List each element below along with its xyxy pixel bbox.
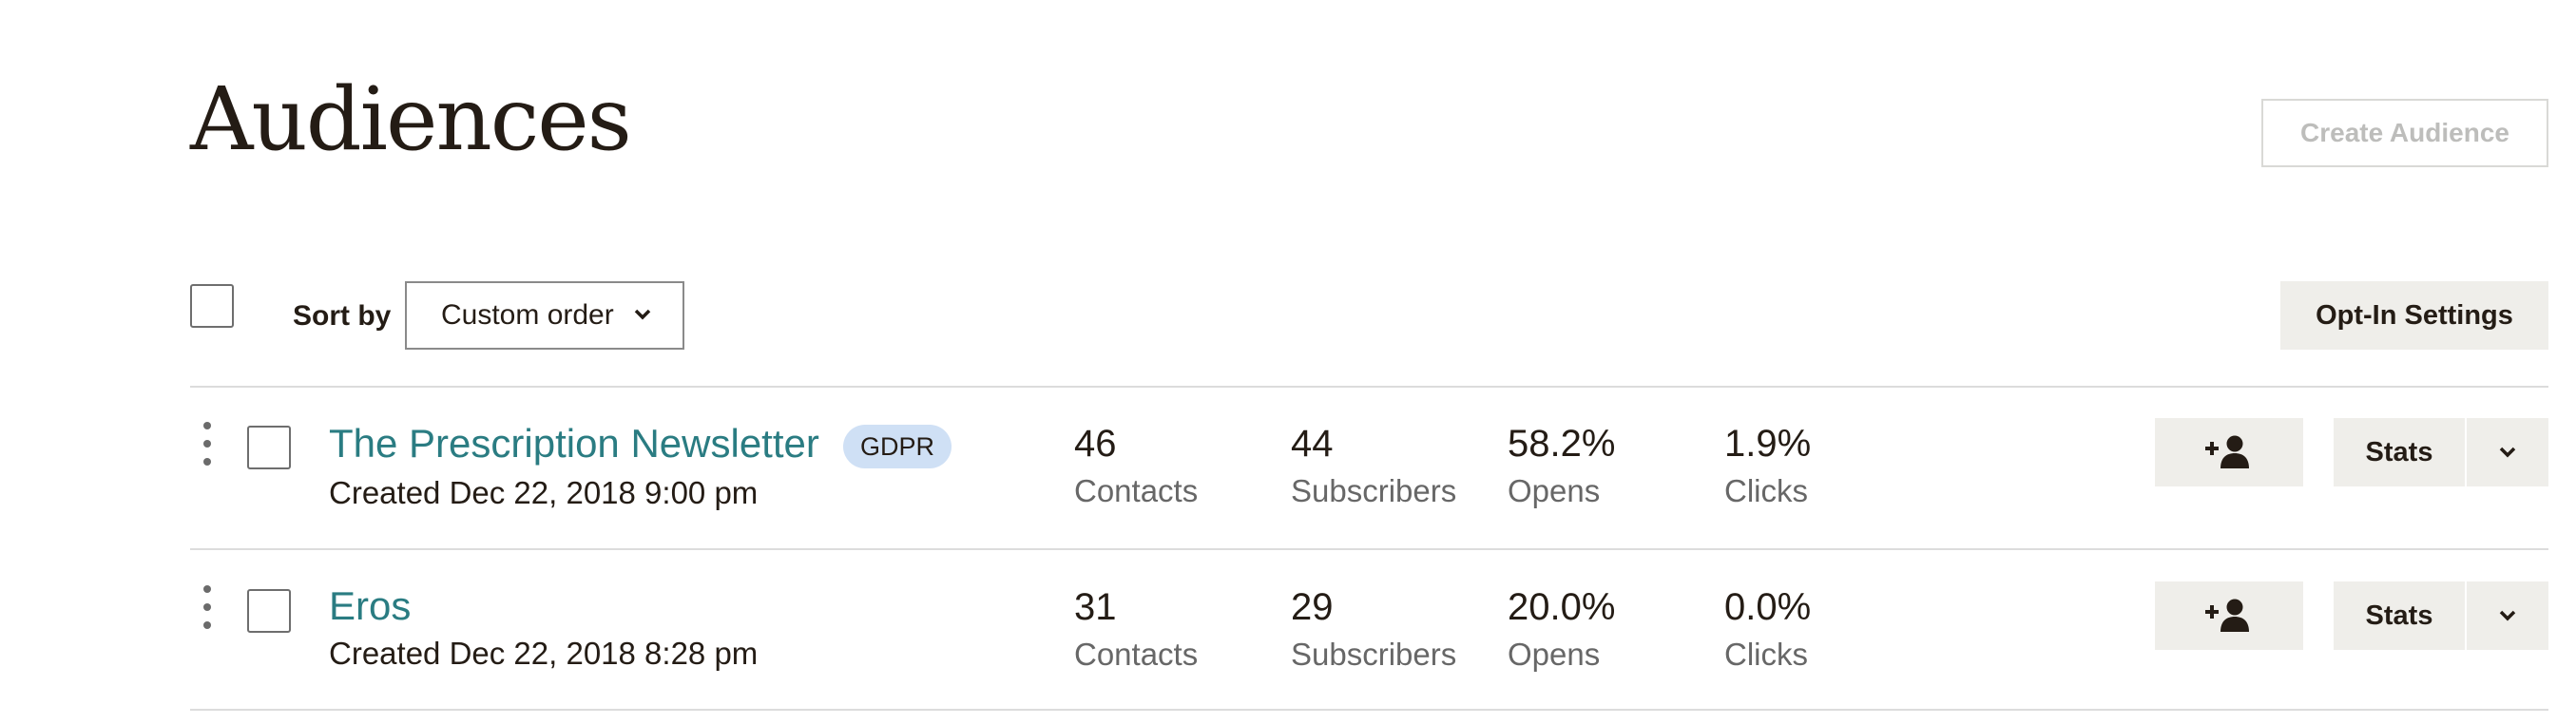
audience-name-link[interactable]: The Prescription Newsletter — [329, 421, 819, 466]
divider — [190, 386, 2548, 388]
contacts-count: 31 — [1074, 586, 1117, 628]
gdpr-badge: GDPR — [843, 425, 952, 468]
audience-created-date: Created Dec 22, 2018 9:00 pm — [329, 475, 759, 510]
chevron-down-icon — [634, 309, 651, 320]
page-title: Audiences — [190, 68, 632, 170]
contacts-label: Contacts — [1074, 473, 1199, 508]
add-user-icon — [2205, 435, 2249, 468]
subscribers-label: Subscribers — [1291, 473, 1457, 508]
opens-label: Opens — [1508, 637, 1601, 672]
sort-label: Sort by — [293, 300, 392, 332]
clicks-rate: 0.0% — [1724, 586, 1812, 628]
divider — [190, 709, 2548, 711]
chevron-down-icon — [2499, 447, 2516, 458]
button-separator — [2465, 418, 2467, 486]
subscribers-label: Subscribers — [1291, 637, 1457, 672]
opt-in-settings-button[interactable]: Opt-In Settings — [2280, 281, 2548, 350]
select-all-checkbox[interactable] — [190, 284, 234, 328]
subscribers-count: 29 — [1291, 586, 1334, 628]
opens-rate: 20.0% — [1508, 586, 1616, 628]
row-checkbox[interactable] — [247, 589, 291, 633]
add-user-icon — [2205, 599, 2249, 632]
add-contact-button[interactable] — [2155, 581, 2303, 650]
button-separator — [2465, 581, 2467, 650]
clicks-label: Clicks — [1724, 637, 1808, 672]
clicks-label: Clicks — [1724, 473, 1808, 508]
audience-created-date: Created Dec 22, 2018 8:28 pm — [329, 636, 759, 671]
drag-handle-icon[interactable] — [203, 422, 211, 466]
sort-select[interactable]: Custom order — [405, 281, 684, 350]
stats-button[interactable]: Stats — [2334, 418, 2465, 486]
stats-button[interactable]: Stats — [2334, 581, 2465, 650]
create-audience-button[interactable]: Create Audience — [2261, 99, 2548, 167]
contacts-count: 46 — [1074, 423, 1117, 465]
opens-rate: 58.2% — [1508, 423, 1616, 465]
subscribers-count: 44 — [1291, 423, 1334, 465]
divider — [190, 548, 2548, 550]
chevron-down-icon — [2499, 610, 2516, 621]
clicks-rate: 1.9% — [1724, 423, 1812, 465]
opens-label: Opens — [1508, 473, 1601, 508]
drag-handle-icon[interactable] — [203, 585, 211, 629]
contacts-label: Contacts — [1074, 637, 1199, 672]
stats-dropdown-button[interactable] — [2467, 418, 2548, 486]
sort-value: Custom order — [441, 299, 614, 331]
audience-name-link[interactable]: Eros — [329, 583, 412, 628]
stats-dropdown-button[interactable] — [2467, 581, 2548, 650]
add-contact-button[interactable] — [2155, 418, 2303, 486]
row-checkbox[interactable] — [247, 426, 291, 469]
